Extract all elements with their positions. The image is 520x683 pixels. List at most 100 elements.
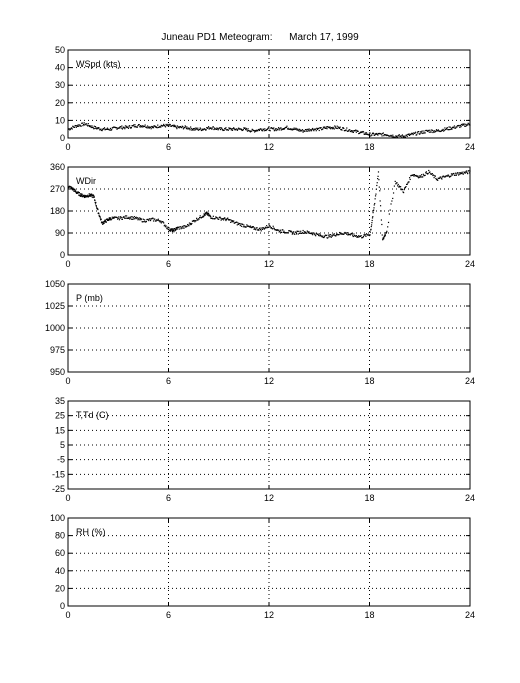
- data-point: [102, 221, 104, 223]
- data-point: [89, 195, 91, 197]
- data-point: [81, 122, 83, 124]
- data-point: [213, 127, 216, 129]
- data-point: [87, 125, 89, 127]
- data-point: [190, 126, 192, 128]
- data-point: [459, 124, 462, 126]
- data-point: [313, 233, 316, 235]
- data-point: [217, 129, 219, 131]
- data-point: [468, 172, 470, 174]
- data-point: [140, 126, 142, 128]
- x-tick-label: 18: [364, 259, 374, 269]
- data-point: [400, 189, 402, 191]
- data-point: [308, 231, 310, 233]
- data-point: [219, 127, 221, 129]
- data-point: [272, 225, 274, 227]
- data-point: [210, 127, 212, 129]
- data-point: [384, 234, 386, 236]
- data-point: [458, 174, 460, 176]
- data-point: [462, 124, 465, 126]
- data-point: [376, 132, 378, 135]
- data-point: [289, 230, 291, 232]
- data-point: [287, 232, 289, 234]
- x-tick-label: 24: [465, 259, 475, 269]
- data-point: [79, 124, 81, 126]
- data-point: [186, 225, 188, 228]
- data-point: [368, 234, 371, 237]
- data-point: [171, 229, 173, 231]
- data-point: [429, 129, 431, 131]
- x-tick-label: 6: [166, 493, 171, 503]
- data-point: [450, 127, 453, 129]
- data-point: [453, 172, 455, 175]
- panel-label: P (mb): [76, 293, 103, 303]
- data-point: [128, 216, 130, 218]
- data-point: [260, 228, 262, 231]
- data-point: [385, 231, 388, 233]
- data-point: [352, 235, 354, 238]
- data-point: [303, 232, 305, 234]
- data-point: [77, 191, 79, 193]
- data-point: [157, 124, 159, 126]
- data-point: [455, 174, 457, 176]
- data-point: [123, 216, 125, 218]
- data-point: [187, 128, 189, 130]
- data-point: [291, 233, 293, 235]
- data-point: [456, 173, 458, 175]
- data-point: [89, 125, 91, 127]
- data-point: [140, 218, 143, 220]
- data-point: [246, 224, 248, 226]
- data-point: [219, 216, 221, 218]
- data-point: [195, 127, 197, 129]
- data-point: [144, 124, 146, 126]
- data-point: [82, 124, 84, 127]
- data-point: [130, 127, 133, 129]
- data-point: [283, 230, 285, 232]
- data-point: [383, 135, 385, 137]
- data-point: [109, 217, 111, 219]
- data-point: [69, 128, 71, 130]
- data-point: [79, 193, 82, 195]
- data-point: [233, 220, 235, 222]
- data-point: [78, 124, 80, 126]
- data-point: [205, 212, 208, 214]
- x-tick-label: 0: [65, 259, 70, 269]
- data-point: [215, 216, 217, 218]
- data-point: [224, 218, 226, 220]
- data-point: [240, 223, 242, 225]
- data-point: [396, 135, 398, 137]
- data-point: [441, 129, 444, 132]
- data-point: [438, 177, 441, 179]
- data-point: [196, 217, 198, 219]
- data-point: [469, 124, 471, 126]
- data-point: [451, 174, 453, 176]
- data-point: [440, 130, 442, 132]
- data-point: [181, 227, 183, 229]
- data-point: [220, 127, 222, 129]
- data-point: [397, 135, 399, 137]
- data-point: [128, 125, 130, 127]
- data-point: [458, 173, 460, 175]
- data-point: [456, 126, 458, 128]
- data-point: [291, 129, 293, 131]
- data-point: [114, 216, 116, 218]
- data-point: [133, 124, 135, 126]
- data-point: [433, 129, 435, 132]
- data-point: [224, 128, 226, 130]
- data-point: [392, 197, 394, 200]
- data-point: [292, 231, 295, 233]
- data-point: [225, 218, 228, 221]
- data-point: [80, 194, 82, 196]
- data-point: [145, 126, 147, 128]
- data-point: [96, 207, 98, 209]
- data-point: [413, 175, 415, 177]
- data-point: [120, 126, 122, 128]
- data-point: [231, 129, 234, 131]
- panel-label: WDir: [76, 176, 96, 186]
- data-point: [91, 125, 93, 127]
- data-point: [206, 126, 208, 129]
- data-point: [193, 219, 195, 222]
- data-point: [379, 190, 381, 192]
- data-point: [105, 128, 107, 130]
- data-point: [221, 128, 223, 131]
- data-point: [464, 172, 466, 174]
